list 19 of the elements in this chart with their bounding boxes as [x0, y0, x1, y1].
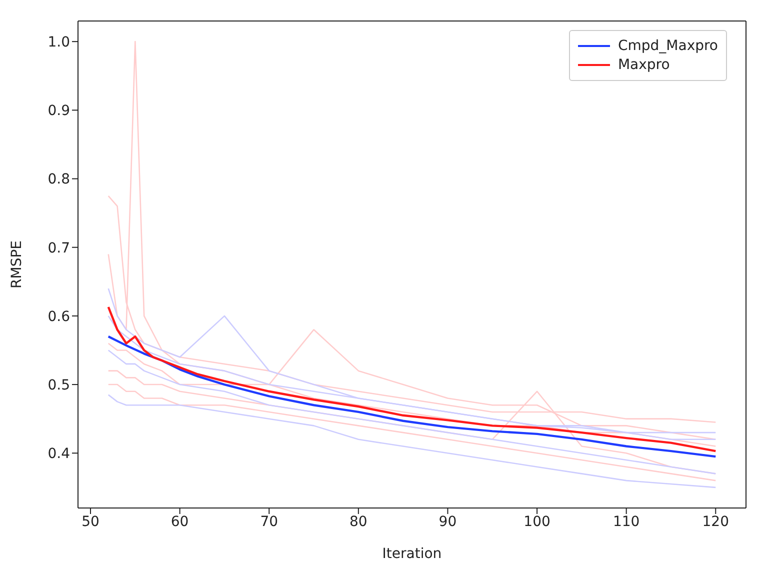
x-tick-label: 110: [612, 514, 640, 530]
y-tick-label: 0.5: [48, 378, 70, 394]
x-tick-label: 80: [350, 514, 368, 530]
y-tick-label: 0.9: [48, 103, 70, 120]
x-tick-label: 100: [524, 514, 550, 530]
x-tick-label: 90: [438, 514, 457, 530]
legend-label: Maxpro: [618, 57, 670, 73]
x-tick-label: 120: [702, 514, 730, 530]
x-axis-title: Iteration: [382, 546, 442, 562]
y-tick-label: 0.6: [48, 308, 70, 325]
y-tick-label: 0.7: [48, 240, 70, 256]
legend-label: Cmpd_Maxpro: [618, 38, 718, 54]
y-tick-label: 1.0: [48, 34, 70, 51]
y-axis-title: RMSPE: [8, 240, 25, 288]
x-tick-label: 60: [170, 514, 189, 530]
x-tick-label: 70: [260, 514, 278, 530]
y-tick-label: 0.8: [48, 172, 70, 188]
y-tick-label: 0.4: [48, 446, 70, 462]
x-tick-label: 50: [82, 514, 100, 530]
